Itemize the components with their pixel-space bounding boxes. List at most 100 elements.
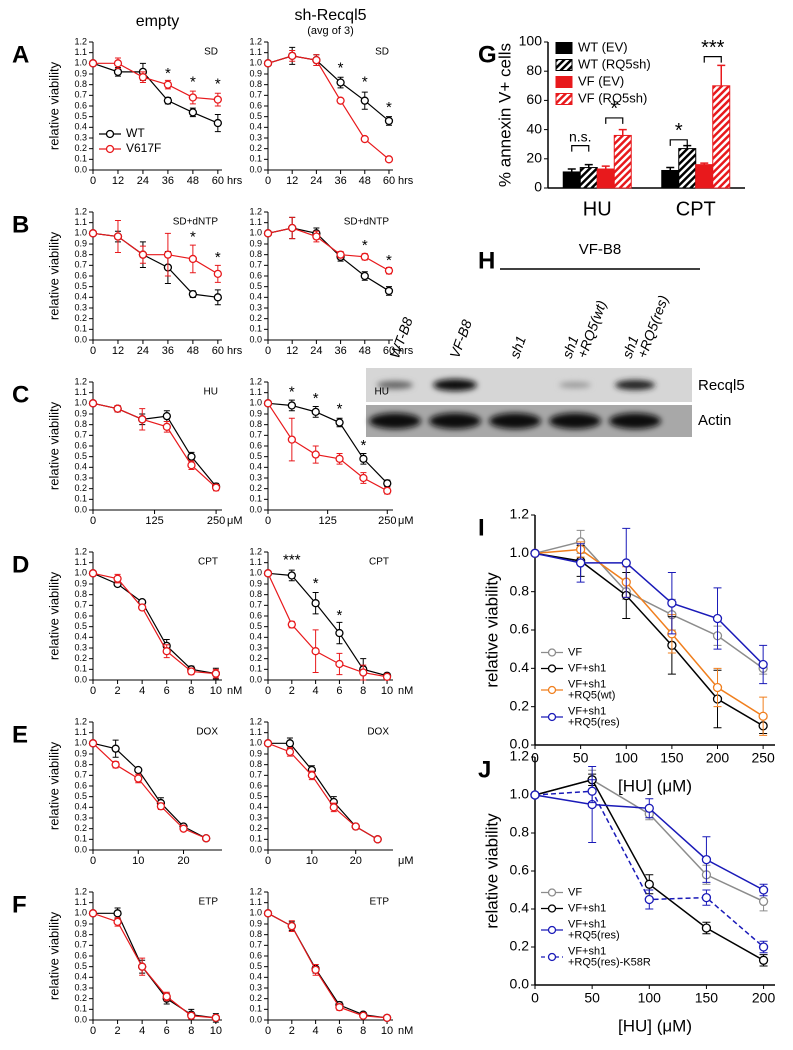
x-tick-label: 2 bbox=[115, 685, 121, 697]
y-tick-label: 0.2 bbox=[74, 143, 87, 153]
x-tick-label: 200 bbox=[706, 750, 730, 766]
significance: * bbox=[190, 229, 196, 246]
marker bbox=[336, 96, 345, 105]
group-label: VF-B8 bbox=[579, 241, 622, 258]
y-tick-label: 1.2 bbox=[74, 36, 87, 46]
marker bbox=[758, 896, 769, 907]
x-tick-label: 0 bbox=[265, 515, 271, 527]
y-tick-label: 0.7 bbox=[249, 90, 262, 100]
bar bbox=[661, 169, 680, 189]
y-tick-label: 20 bbox=[526, 150, 542, 166]
x-tick-label: 250 bbox=[207, 515, 225, 527]
x-tick-label: 60 bbox=[212, 345, 224, 357]
series-line bbox=[534, 552, 764, 666]
marker bbox=[211, 483, 221, 492]
y-tick-label: 0.0 bbox=[74, 844, 87, 854]
y-tick-label: 0.4 bbox=[74, 462, 87, 472]
panel-label: C bbox=[12, 381, 29, 408]
legend-label: +RQ5(res)-K58R bbox=[568, 956, 651, 968]
x-tick-label: 60 bbox=[383, 175, 395, 187]
legend-marker bbox=[105, 144, 115, 154]
marker bbox=[188, 93, 198, 102]
marker bbox=[287, 620, 296, 629]
series-line bbox=[267, 742, 378, 840]
condition-label: DOX bbox=[367, 727, 389, 738]
legend-label: VF+sh1 bbox=[568, 945, 606, 957]
y-tick-label: 0.5 bbox=[74, 961, 87, 971]
marker bbox=[667, 598, 677, 608]
y-tick-label: 0.5 bbox=[249, 281, 262, 291]
marker bbox=[360, 134, 369, 144]
marker bbox=[179, 824, 188, 833]
series-line bbox=[92, 402, 217, 489]
series-line bbox=[92, 572, 216, 675]
y-tick-label: 0.2 bbox=[74, 483, 87, 493]
x-unit: μM bbox=[398, 515, 414, 527]
panel-label: E bbox=[12, 721, 28, 748]
y-tick-label: 1.2 bbox=[74, 206, 87, 216]
y-tick-label: 0.7 bbox=[249, 600, 262, 610]
condition-label: SD+dNTP bbox=[344, 217, 390, 228]
x-tick-label: 50 bbox=[573, 750, 589, 766]
y-tick-label: 0.4 bbox=[249, 802, 262, 812]
y-tick-label: 0.3 bbox=[249, 472, 262, 482]
marker bbox=[162, 422, 172, 431]
x-tick-label: 24 bbox=[310, 345, 322, 357]
marker bbox=[162, 647, 171, 656]
y-tick-label: 0.5 bbox=[249, 961, 262, 971]
y-tick-label: 0.6 bbox=[74, 270, 87, 280]
y-tick-label: 0.7 bbox=[74, 940, 87, 950]
y-tick-label: 0 bbox=[534, 179, 542, 195]
marker bbox=[351, 822, 360, 831]
marker bbox=[335, 454, 344, 463]
y-tick-label: 0.7 bbox=[74, 600, 87, 610]
band bbox=[377, 381, 413, 389]
bands bbox=[369, 379, 661, 429]
marker bbox=[138, 73, 148, 82]
y-tick-label: 0.6 bbox=[74, 950, 87, 960]
y-tick-label: 1.1 bbox=[74, 897, 87, 907]
y-tick-label: 0.2 bbox=[74, 313, 87, 323]
y-tick-label: 0.0 bbox=[249, 334, 262, 344]
marker bbox=[163, 80, 173, 89]
significance: n.s. bbox=[569, 128, 592, 144]
y-axis-label: relative viability bbox=[482, 572, 501, 688]
marker bbox=[644, 879, 654, 889]
y-tick-label: 0.8 bbox=[74, 589, 87, 599]
y-tick-label: 0.7 bbox=[249, 260, 262, 270]
y-tick-label: 0.3 bbox=[249, 642, 262, 652]
y-tick-label: 1.0 bbox=[74, 908, 87, 918]
y-tick-label: 0.4 bbox=[249, 632, 262, 642]
marker bbox=[263, 229, 273, 238]
x-tick-label: 4 bbox=[313, 685, 319, 697]
legend-label: V617F bbox=[126, 141, 161, 155]
y-tick-label: 1.0 bbox=[74, 398, 87, 408]
series-line bbox=[534, 548, 764, 717]
y-tick-label: 0.6 bbox=[510, 621, 530, 637]
y-tick-label: 80 bbox=[526, 62, 542, 78]
column-title: sh-Recql5 bbox=[294, 7, 366, 24]
bracket bbox=[605, 117, 624, 124]
legend-label: WT (RQ5sh) bbox=[578, 56, 651, 71]
series-line bbox=[93, 912, 216, 1019]
legend-marker bbox=[547, 664, 557, 673]
y-tick-label: 0.2 bbox=[249, 993, 262, 1003]
y-tick-label: 0.2 bbox=[74, 993, 87, 1003]
y-tick-label: 0.2 bbox=[510, 697, 530, 713]
y-tick-label: 1.2 bbox=[510, 748, 530, 764]
marker bbox=[384, 116, 394, 126]
marker bbox=[156, 802, 166, 811]
y-tick-label: 0.9 bbox=[249, 238, 262, 248]
lane-label: VF-B8 bbox=[446, 317, 475, 360]
legend-swatch bbox=[555, 42, 573, 54]
marker bbox=[575, 558, 586, 568]
y-tick-label: 1.0 bbox=[510, 544, 530, 560]
marker bbox=[311, 599, 320, 608]
y-tick-label: 1.2 bbox=[74, 886, 87, 896]
marker bbox=[187, 461, 196, 470]
marker bbox=[360, 271, 369, 281]
x-unit: μM bbox=[398, 855, 414, 867]
marker bbox=[382, 672, 392, 681]
y-tick-label: 0.2 bbox=[74, 823, 87, 833]
y-tick-label: 0.1 bbox=[74, 324, 87, 334]
